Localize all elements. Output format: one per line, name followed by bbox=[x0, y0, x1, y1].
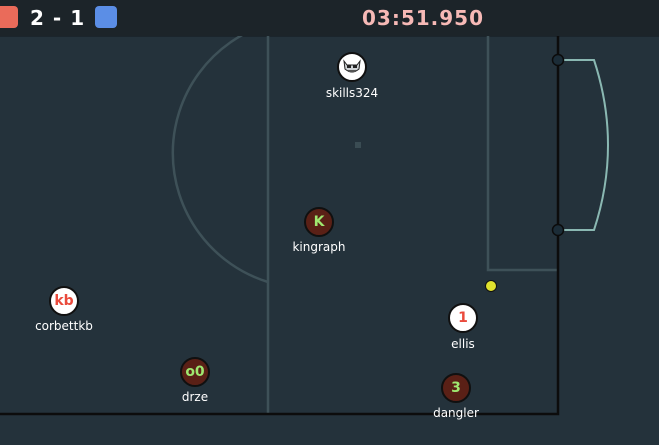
player-name-drze: drze bbox=[181, 390, 209, 404]
player-drze: o0 bbox=[180, 357, 210, 387]
player-dangler: 3 bbox=[441, 373, 471, 403]
player-ellis: 1 bbox=[448, 303, 478, 333]
goal-net bbox=[558, 59, 609, 231]
player-name-kingraph: kingraph bbox=[292, 240, 346, 254]
red-team-swatch bbox=[0, 6, 18, 28]
penalty-box bbox=[486, 36, 558, 272]
player-kingraph: K bbox=[304, 207, 334, 237]
center-spot bbox=[355, 142, 361, 148]
center-circle-arc bbox=[171, 36, 269, 284]
score-separator: - bbox=[52, 6, 63, 30]
blue-score: 1 bbox=[70, 6, 86, 30]
player-label-kingraph: K bbox=[313, 214, 325, 230]
score-display: 2-1 bbox=[30, 4, 93, 32]
blue-team-swatch bbox=[95, 6, 117, 28]
goal-post-bottom bbox=[551, 223, 565, 237]
player-label-drze: o0 bbox=[185, 364, 205, 380]
player-name-dangler: dangler bbox=[433, 406, 479, 420]
field-boundary bbox=[0, 36, 560, 416]
match-timer: 03:51.950 bbox=[362, 6, 485, 30]
player-name-ellis: ellis bbox=[451, 337, 475, 351]
goal-post-top bbox=[551, 53, 565, 67]
bot-mask-icon bbox=[343, 59, 361, 73]
player-label-dangler: 3 bbox=[451, 380, 461, 396]
player-corbettkb: kb bbox=[49, 286, 79, 316]
player-skills324 bbox=[337, 52, 367, 82]
player-label-corbettkb: kb bbox=[54, 293, 74, 309]
scoreboard-bar: 2-1 03:51.950 bbox=[0, 0, 659, 36]
red-score: 2 bbox=[30, 6, 45, 30]
ball bbox=[485, 280, 497, 292]
player-name-corbettkb: corbettkb bbox=[35, 319, 93, 333]
player-label-ellis: 1 bbox=[458, 310, 468, 326]
soccer-field bbox=[0, 36, 609, 416]
player-name-skills324: skills324 bbox=[325, 86, 379, 100]
